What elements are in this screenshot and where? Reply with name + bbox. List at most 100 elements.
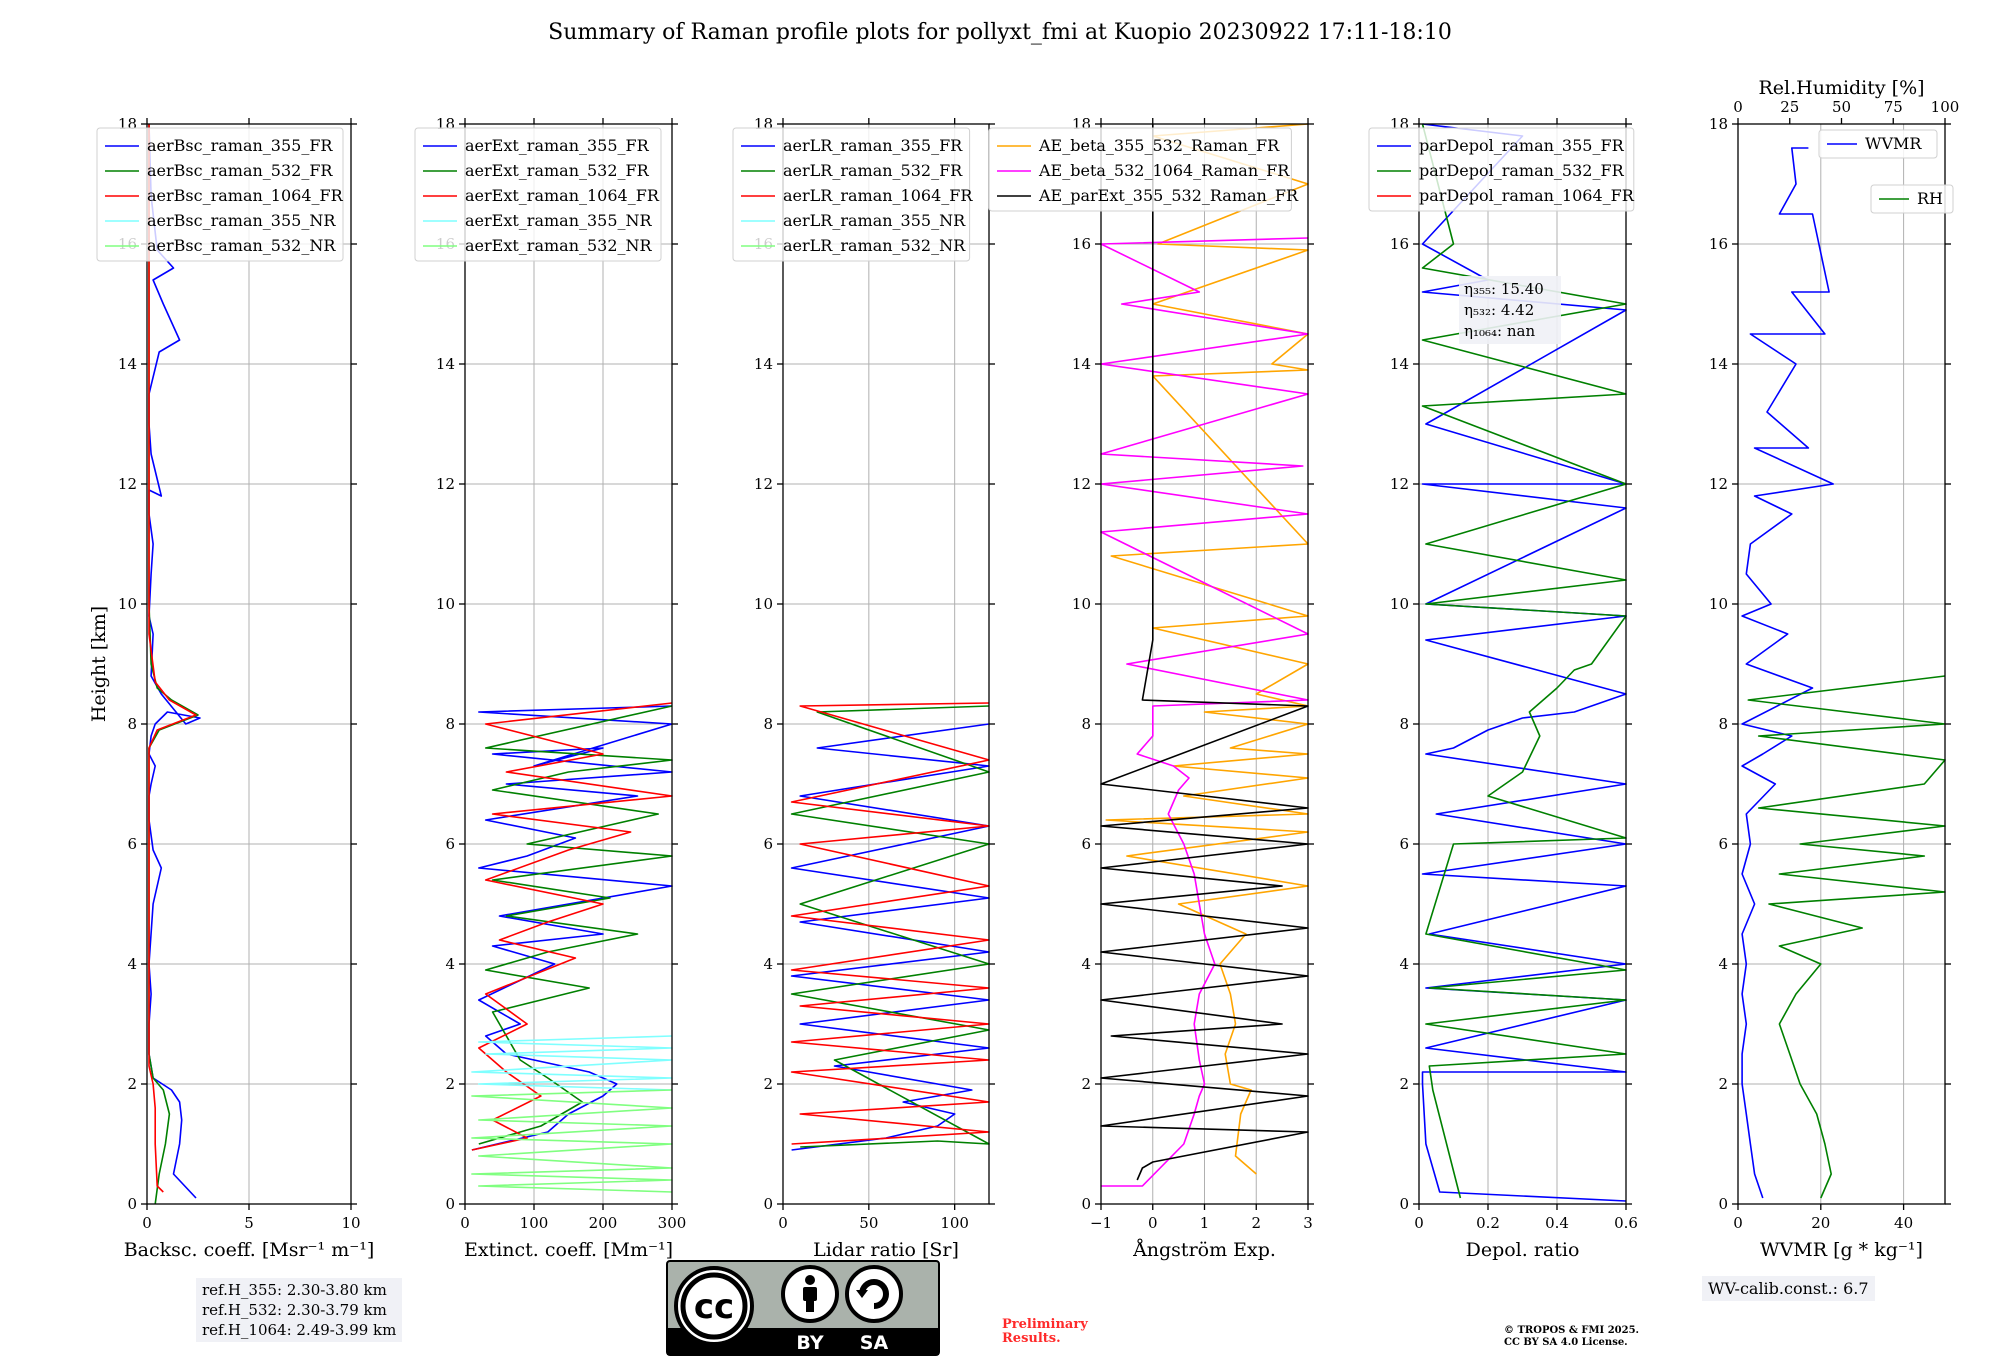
x2-tick-label: 100 <box>1931 98 1960 116</box>
x2-tick-label: 50 <box>1832 98 1851 116</box>
y-tick-label: 10 <box>1390 595 1409 613</box>
series-AE_parExt_355_532_Raman_FR <box>1100 124 1309 1181</box>
eta-line: η₃₅₅: 15.40 <box>1464 280 1544 298</box>
cc-text: cc <box>694 1287 734 1327</box>
legend-label: parDepol_raman_1064_FR <box>1419 186 1635 205</box>
legend-label: aerBsc_raman_532_FR <box>147 161 333 180</box>
series-aerExt_raman_355_NR <box>471 1035 673 1091</box>
legend-label: aerLR_raman_355_FR <box>783 136 963 155</box>
legend-label: aerBsc_raman_355_NR <box>147 211 336 230</box>
series-aerExt_raman_1064_FR <box>471 702 673 1151</box>
legend: AE_beta_355_532_Raman_FR AE_beta_532_1064… <box>988 127 1299 212</box>
y-tick-label: 2 <box>1081 1075 1091 1093</box>
legend-label: AE_beta_532_1064_Raman_FR <box>1038 161 1290 180</box>
y-tick-label: 6 <box>1718 835 1728 853</box>
y-tick-label: 4 <box>1081 955 1091 973</box>
eta-annotation: η₃₅₅: 15.40 η₅₃₂: 4.42 η₁₀₆₄: nan <box>1459 276 1561 344</box>
x-tick-label: 1 <box>1200 1214 1210 1232</box>
legend-label: aerLR_raman_355_NR <box>783 211 966 230</box>
legend-label: RH <box>1917 189 1943 208</box>
y-tick-label: 10 <box>1072 595 1091 613</box>
y-tick-label: 4 <box>127 955 137 973</box>
x-tick-label: 20 <box>1811 1214 1830 1232</box>
x-tick-label: 40 <box>1894 1214 1913 1232</box>
series-aerExt_raman_532_NR <box>471 1089 673 1193</box>
y-tick-label: 14 <box>1709 355 1728 373</box>
legend-label: aerLR_raman_532_FR <box>783 161 963 180</box>
cc-by-sa-logo: cc BY SA <box>666 1260 940 1356</box>
x-tick-label: 100 <box>940 1214 969 1232</box>
x-tick-label: 0 <box>778 1214 788 1232</box>
x-tick-label: −1 <box>1090 1214 1112 1232</box>
copyright-note: © TROPOS & FMI 2025. CC BY SA 4.0 Licens… <box>1504 1325 1639 1349</box>
legend-label: aerLR_raman_532_NR <box>783 236 966 255</box>
y-tick-label: 0 <box>445 1195 455 1213</box>
eta-box <box>1459 276 1561 344</box>
preliminary-line-1: Preliminary <box>1002 1317 1088 1332</box>
grid <box>1737 123 1945 1205</box>
x-tick-label: 0 <box>1414 1214 1424 1232</box>
x-tick-label: 0 <box>460 1214 470 1232</box>
y-tick-label: 0 <box>1718 1195 1728 1213</box>
plot-frame <box>1737 123 1946 1205</box>
legend-label: aerBsc_raman_355_FR <box>147 136 333 155</box>
series-aerLR_raman_532_FR <box>790 705 990 1148</box>
series-aerBsc_raman_355_FR <box>148 123 201 1199</box>
series-AE_beta_355_532_Raman_FR <box>1105 123 1309 1175</box>
legend: aerLR_raman_355_FR aerLR_raman_532_FR aerL… <box>732 127 973 262</box>
y-tick-label: 12 <box>1390 475 1409 493</box>
y-tick-label: 0 <box>1399 1195 1409 1213</box>
y-tick-label: 2 <box>1718 1075 1728 1093</box>
y-tick-label: 0 <box>127 1195 137 1213</box>
legend-label: aerBsc_raman_1064_FR <box>147 186 344 205</box>
y-tick-label: 6 <box>445 835 455 853</box>
y-tick-label: 8 <box>1399 715 1409 733</box>
chart-extinction: 0246810121416180100200300Extinct. coeff.… <box>414 115 686 1261</box>
y-tick-label: 10 <box>754 595 773 613</box>
legend-label: parDepol_raman_532_FR <box>1419 161 1625 180</box>
series-aerLR_raman_1064_FR <box>790 702 990 1145</box>
reference-heights-box: ref.H_355: 2.30-3.80 km ref.H_532: 2.30-… <box>196 1278 403 1342</box>
y-tick-label: 6 <box>1399 835 1409 853</box>
series-parDepol_raman_355_FR <box>1421 123 1627 1202</box>
y-tick-label: 12 <box>754 475 773 493</box>
legend-label: aerBsc_raman_532_NR <box>147 236 336 255</box>
legend: aerExt_raman_355_FR aerExt_raman_532_FRae… <box>414 127 662 262</box>
x-tick-label: 0 <box>1733 1214 1743 1232</box>
series-group <box>471 702 673 1193</box>
legend-label: aerExt_raman_532_NR <box>465 236 653 255</box>
eta-line: η₅₃₂: 4.42 <box>1464 301 1534 319</box>
legend-label: aerExt_raman_355_NR <box>465 211 653 230</box>
x2-tick-label: 25 <box>1780 98 1799 116</box>
y-tick-label: 8 <box>1081 715 1091 733</box>
x-axis-label: Depol. ratio <box>1466 1239 1580 1261</box>
plot-frame <box>1418 123 1627 1205</box>
y-tick-label: 8 <box>127 715 137 733</box>
figure-title: Summary of Raman profile plots for polly… <box>548 20 1452 45</box>
sa-icon <box>845 1265 903 1323</box>
x-axis-label: WVMR [g * kg⁻¹] <box>1760 1239 1923 1261</box>
y-tick-label: 2 <box>1399 1075 1409 1093</box>
y-tick-label: 14 <box>436 355 455 373</box>
legend-box <box>1870 184 1954 214</box>
legend-box <box>96 127 344 262</box>
series-aerBsc_raman_1064_FR <box>148 124 197 1193</box>
y-tick-label: 10 <box>436 595 455 613</box>
legend-label: parDepol_raman_355_FR <box>1419 136 1625 155</box>
y-tick-label: 12 <box>436 475 455 493</box>
x-tick-label: 0.2 <box>1476 1214 1500 1232</box>
legend-label: AE_parExt_355_532_Raman_FR <box>1038 186 1299 205</box>
series-group <box>1741 147 1946 1199</box>
series-group <box>148 123 201 1205</box>
legend-label: WVMR <box>1865 134 1922 153</box>
x-tick-label: 200 <box>589 1214 618 1232</box>
y-tick-label: 18 <box>1709 115 1728 133</box>
series-group <box>790 702 990 1151</box>
y-tick-label: 4 <box>1718 955 1728 973</box>
y-tick-label: 8 <box>445 715 455 733</box>
y-tick-label: 12 <box>118 475 137 493</box>
grid <box>782 123 989 1205</box>
ref-height-1064: ref.H_1064: 2.49-3.99 km <box>202 1321 397 1339</box>
legend-box <box>1368 127 1635 212</box>
